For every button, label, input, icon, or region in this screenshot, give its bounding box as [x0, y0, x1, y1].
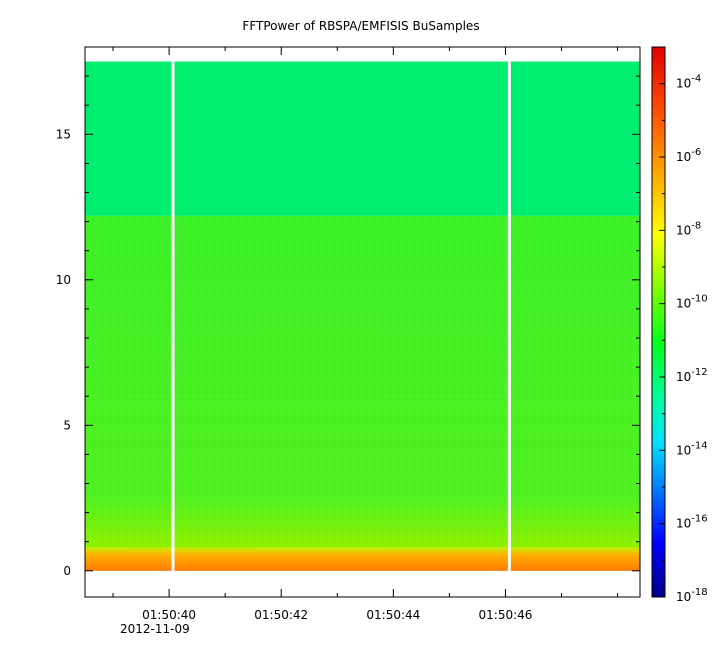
x-tick-label: 01:50:46 [479, 608, 533, 622]
colorbar-tick-label: 10-16 [676, 514, 708, 531]
spectrogram-texture [85, 215, 640, 571]
y-tick-label: 5 [63, 418, 71, 432]
y-tick-label: 10 [56, 273, 71, 287]
colorbar-tick-label: 10-12 [676, 367, 708, 384]
colorbar-tick-label: 10-10 [676, 294, 708, 311]
colorbar [651, 46, 666, 598]
y-tick-label: 0 [63, 564, 71, 578]
y-tick-label: 15 [56, 127, 71, 141]
colorbar-tick-label: 10-6 [676, 147, 701, 164]
x-axis-date-label: 2012-11-09 [120, 622, 190, 636]
colorbar-tick-label: 10-14 [676, 440, 708, 457]
plot-frame [84, 46, 641, 598]
y-axis: 0 5 10 15 [56, 46, 640, 578]
spectrogram-band-2 [85, 61, 640, 216]
data-gap-0 [171, 61, 175, 571]
chart-title: FFTPower of RBSPA/EMFISIS BuSamples [242, 19, 479, 33]
x-tick-label: 01:50:42 [254, 608, 308, 622]
x-tick-label: 01:50:44 [366, 608, 420, 622]
data-gap-1 [507, 61, 511, 571]
x-axis: 01:50:40 01:50:42 01:50:44 01:50:46 [112, 47, 619, 622]
spectrogram-area [85, 61, 640, 571]
colorbar-axis: 10-4 10-6 10-8 10-10 10-12 10-14 10-16 10-18 [659, 46, 708, 604]
colorbar-tick-label: 10-4 [676, 74, 701, 91]
colorbar-tick-label: 10-18 [676, 587, 708, 604]
x-tick-label: 01:50:40 [142, 608, 196, 622]
colorbar-tick-label: 10-8 [676, 220, 701, 237]
